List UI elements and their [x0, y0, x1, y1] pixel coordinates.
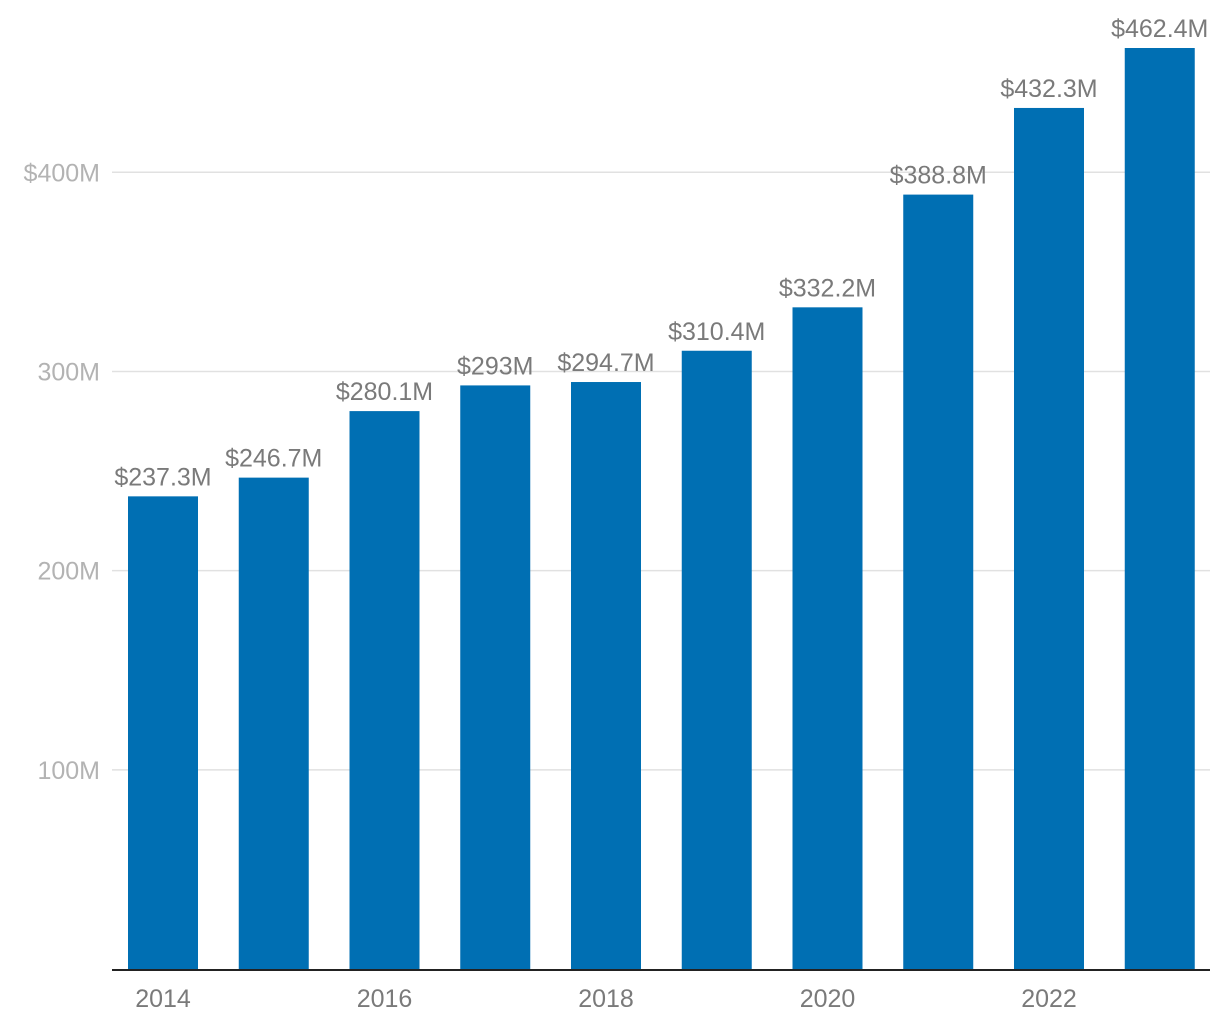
x-tick-label: 2022 [1021, 985, 1077, 1013]
bar-2018 [571, 382, 641, 969]
bar-value-label: $388.8M [890, 162, 987, 190]
bar-value-label: $246.7M [225, 445, 322, 473]
bar-value-label: $294.7M [557, 349, 654, 377]
bar-value-label: $462.4M [1111, 15, 1208, 43]
bar-value-label: $293M [457, 352, 533, 380]
bar-2019 [681, 350, 752, 969]
y-tick-label: 100M [37, 757, 100, 785]
y-tick-label: 200M [37, 558, 100, 586]
bar-value-labels: $237.3M $246.7M $280.1M $293M $294.7M $310.4M… [114, 15, 1208, 491]
y-axis-ticks: 100M 200M 300M $400M [24, 159, 100, 785]
bar-value-label: $280.1M [336, 378, 433, 406]
x-tick-label: 2018 [578, 985, 634, 1013]
y-tick-label: 300M [37, 358, 100, 386]
x-tick-label: 2016 [357, 985, 413, 1013]
bar-2023 [1124, 48, 1195, 969]
bar-2017 [460, 385, 531, 970]
bar-2014 [128, 496, 198, 969]
bar-2022 [1014, 107, 1084, 969]
bar-value-label: $237.3M [114, 463, 211, 491]
bar-value-label: $332.2M [779, 274, 876, 302]
bar-2015 [238, 477, 309, 969]
y-tick-label: $400M [24, 159, 100, 187]
bar-2021 [903, 194, 974, 969]
x-tick-label: 2020 [800, 985, 856, 1013]
bar-2016 [349, 411, 420, 969]
x-axis-ticks: 2014 2016 2018 2020 2022 [135, 985, 1077, 1013]
bar-value-label: $432.3M [1000, 75, 1097, 103]
bar-value-label: $310.4M [668, 318, 765, 346]
bar-2020 [792, 307, 863, 969]
bars [128, 48, 1195, 970]
x-tick-label: 2014 [135, 985, 191, 1013]
